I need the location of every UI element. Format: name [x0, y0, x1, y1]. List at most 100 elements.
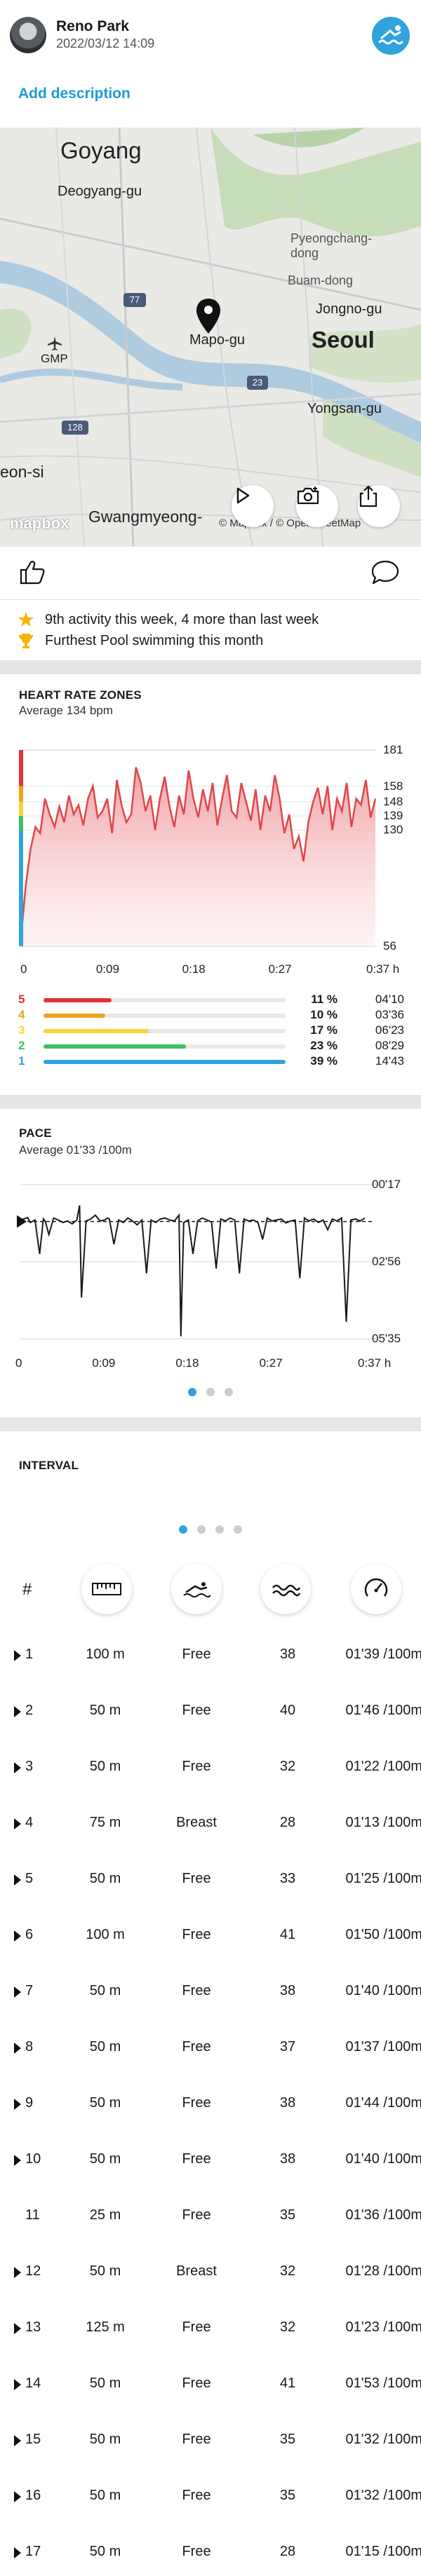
distance-column-header[interactable]	[81, 1564, 132, 1614]
heart-rate-average: Average 134 bpm	[19, 704, 113, 717]
interval-row[interactable]: 14 50 m Free 41 01'53 /100m	[0, 2356, 421, 2412]
interval-pager[interactable]	[179, 1525, 242, 1534]
interval-row[interactable]: 11 25 m Free 35 01'36 /100m	[0, 2188, 421, 2244]
heart-rate-x-tick: 0:27	[268, 962, 292, 976]
interval-style: Free	[182, 2151, 211, 2167]
pace-title: PACE	[19, 1126, 52, 1140]
pager-dot[interactable]	[215, 1525, 224, 1534]
pager-dot[interactable]	[206, 1388, 215, 1396]
interval-distance: 50 m	[89, 1759, 121, 1774]
expand-triangle-icon[interactable]	[14, 1818, 21, 1829]
route-map[interactable]: Goyang Deogyang-gu Pyeongchang-dong Buam…	[0, 128, 421, 547]
add-description-link[interactable]: Add description	[18, 86, 131, 102]
interval-pace: 01'36 /100m	[345, 2207, 421, 2223]
interval-row[interactable]: 3 50 m Free 32 01'22 /100m	[0, 1739, 421, 1795]
interval-row[interactable]: 13 125 m Free 32 01'23 /100m	[0, 2300, 421, 2356]
interval-row[interactable]: 12 50 m Breast 32 01'28 /100m	[0, 2244, 421, 2300]
pager-dot[interactable]	[188, 1388, 196, 1396]
zone-number: 1	[18, 1054, 25, 1068]
interval-strokes: 35	[279, 2207, 296, 2223]
expand-triangle-icon[interactable]	[14, 1650, 21, 1661]
interval-row[interactable]: 10 50 m Free 38 01'40 /100m	[0, 2132, 421, 2188]
expand-triangle-icon[interactable]	[14, 1706, 21, 1717]
interval-distance: 75 m	[89, 1815, 121, 1830]
expand-triangle-icon[interactable]	[14, 2043, 21, 2054]
interval-pace: 01'37 /100m	[345, 2039, 421, 2054]
zone-number: 3	[18, 1023, 25, 1037]
interval-row[interactable]: 17 50 m Free 28 01'15 /100m	[0, 2524, 421, 2576]
strokes-column-header[interactable]	[260, 1564, 311, 1614]
interval-style: Breast	[176, 2263, 217, 2279]
interval-number-header: #	[22, 1580, 32, 1599]
expand-triangle-icon[interactable]	[14, 2491, 21, 2502]
road-shield-77: 77	[123, 293, 146, 307]
expand-triangle-icon[interactable]	[14, 2155, 21, 2166]
expand-triangle-icon[interactable]	[14, 2099, 21, 2110]
heart-rate-chart[interactable]	[0, 736, 421, 960]
interval-row[interactable]: 16 50 m Free 35 01'32 /100m	[0, 2468, 421, 2524]
share-icon	[359, 485, 377, 507]
interval-distance: 50 m	[89, 1983, 121, 1998]
avatar[interactable]	[10, 17, 46, 53]
heart-rate-title: HEART RATE ZONES	[19, 688, 142, 702]
zone-time: 14'43	[375, 1054, 404, 1068]
interval-pace: 01'32 /100m	[345, 2432, 421, 2447]
interval-style: Free	[182, 2376, 211, 2391]
interval-pace: 01'44 /100m	[345, 2095, 421, 2111]
expand-triangle-icon[interactable]	[14, 2323, 21, 2334]
expand-triangle-icon[interactable]	[14, 2547, 21, 2558]
expand-triangle-icon[interactable]	[14, 2379, 21, 2390]
pager-dot[interactable]	[234, 1525, 242, 1534]
share-button[interactable]	[358, 485, 400, 527]
interval-row[interactable]: 9 50 m Free 38 01'44 /100m	[0, 2076, 421, 2132]
zone-percent: 10 %	[310, 1008, 338, 1021]
pace-x-tick: 0:18	[175, 1356, 199, 1370]
interval-style: Free	[182, 1927, 211, 1942]
interval-number: 11	[25, 2207, 40, 2223]
interval-pace: 01'53 /100m	[345, 2376, 421, 2391]
zone-time: 04'10	[375, 993, 404, 1006]
zone-bar-track	[44, 998, 286, 1002]
swim-style-column-header[interactable]	[171, 1564, 222, 1614]
distance-icon	[92, 1583, 121, 1595]
heart-rate-y-tick: 158	[383, 779, 403, 793]
comment-icon[interactable]	[370, 559, 400, 586]
like-icon[interactable]	[18, 558, 46, 586]
play-route-button[interactable]	[232, 485, 274, 527]
pace-chart[interactable]	[0, 1164, 421, 1360]
expand-triangle-icon[interactable]	[14, 1762, 21, 1773]
interval-row[interactable]: 4 75 m Breast 28 01'13 /100m	[0, 1795, 421, 1851]
interval-row[interactable]: 8 50 m Free 37 01'37 /100m	[0, 2019, 421, 2076]
heart-rate-y-tick: 130	[383, 823, 403, 837]
interval-number: 6	[25, 1927, 34, 1942]
expand-triangle-icon[interactable]	[14, 2267, 21, 2278]
mapbox-logo: mapbox	[10, 514, 69, 532]
expand-triangle-icon[interactable]	[14, 1986, 21, 1998]
pager-dot[interactable]	[225, 1388, 233, 1396]
map-label-buam: Buam-dong	[288, 273, 354, 287]
interval-row[interactable]: 1 100 m Free 38 01'39 /100m	[0, 1627, 421, 1683]
map-label-eonsi: eon-si	[0, 463, 44, 481]
user-name[interactable]: Reno Park	[56, 18, 129, 34]
interval-strokes: 35	[279, 2488, 296, 2503]
interval-distance: 50 m	[89, 2095, 121, 2111]
interval-row[interactable]: 6 100 m Free 41 01'50 /100m	[0, 1907, 421, 1963]
interval-row[interactable]: 5 50 m Free 33 01'25 /100m	[0, 1851, 421, 1907]
pager-dot[interactable]	[197, 1525, 206, 1534]
heart-rate-y-tick: 56	[383, 939, 396, 953]
interval-row[interactable]: 15 50 m Free 35 01'32 /100m	[0, 2412, 421, 2468]
interval-row[interactable]: 7 50 m Free 38 01'40 /100m	[0, 1963, 421, 2019]
interval-number: 1	[25, 1647, 34, 1662]
expand-triangle-icon[interactable]	[14, 2435, 21, 2446]
play-icon	[236, 487, 250, 504]
expand-triangle-icon[interactable]	[14, 1874, 21, 1886]
pager-dot[interactable]	[179, 1525, 187, 1534]
add-photo-button[interactable]	[296, 485, 338, 527]
chart-pager[interactable]	[188, 1388, 233, 1396]
pace-column-header[interactable]	[351, 1564, 401, 1614]
zone-bar-track	[44, 1029, 286, 1033]
expand-triangle-icon[interactable]	[14, 1930, 21, 1942]
heart-rate-x-tick: 0:09	[95, 962, 119, 976]
interval-row[interactable]: 2 50 m Free 40 01'46 /100m	[0, 1683, 421, 1739]
interval-strokes: 28	[279, 1815, 296, 1830]
